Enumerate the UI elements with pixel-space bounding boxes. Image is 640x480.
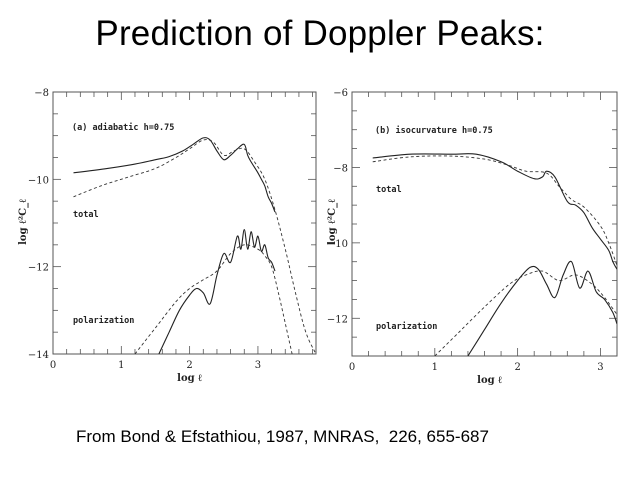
annotation-total: total	[73, 210, 99, 220]
series-total-solid	[372, 153, 617, 270]
x-tick-label: 2	[514, 362, 520, 373]
y-tick-label: −8	[333, 163, 348, 174]
y-tick-label: −10	[28, 175, 49, 186]
x-tick-label: 3	[597, 362, 603, 373]
annotation-polarization: polarization	[73, 315, 134, 326]
panel-isocurvature: 0 1 2 3 −6 −8 −10 −12 log ℓ log ℓ²C_ℓ (b) isocurva…	[327, 88, 618, 386]
series-total-solid	[73, 137, 276, 213]
y-tick-label: −10	[327, 239, 348, 250]
x-axis-label: log ℓ	[177, 373, 202, 384]
series-polarization-dashed	[134, 244, 293, 354]
series-polarization-dashed	[434, 270, 617, 356]
x-tick-label: 0	[50, 360, 56, 371]
x-tick-label: 1	[118, 360, 124, 371]
y-tick-label: −6	[333, 88, 348, 99]
y-tick-label: −12	[28, 263, 49, 274]
panel-adiabatic: 0 1 2 3 −8 −10 −12 −14 log ℓ log ℓ²C_ℓ (a) adiabat…	[18, 88, 317, 384]
x-tick-label: 0	[349, 362, 355, 373]
annotation-total: total	[376, 185, 402, 195]
x-axis-label: log ℓ	[477, 375, 502, 386]
y-tick-label: −12	[327, 314, 348, 325]
y-tick-label: −8	[34, 88, 49, 99]
citation-caption: From Bond & Efstathiou, 1987, MNRAS, 226…	[76, 427, 489, 446]
series-polarization-solid	[158, 229, 276, 354]
series-total-dashed	[73, 139, 316, 354]
panel-title: (b) isocurvature h=0.75	[375, 125, 493, 136]
x-tick-label: 3	[255, 360, 261, 371]
y-tick-label: −14	[28, 350, 49, 361]
annotation-polarization: polarization	[376, 321, 437, 332]
x-tick-label: 1	[432, 362, 438, 373]
series-total-dashed	[372, 155, 617, 266]
panel-title: (a) adiabatic h=0.75	[72, 122, 174, 133]
y-axis-label: log ℓ²C_ℓ	[327, 199, 338, 245]
x-tick-label: 2	[186, 360, 192, 371]
series-polarization-solid	[467, 260, 617, 356]
slide-title: Prediction of Doppler Peaks:	[95, 14, 545, 53]
y-axis-label: log ℓ²C_ℓ	[18, 199, 29, 245]
